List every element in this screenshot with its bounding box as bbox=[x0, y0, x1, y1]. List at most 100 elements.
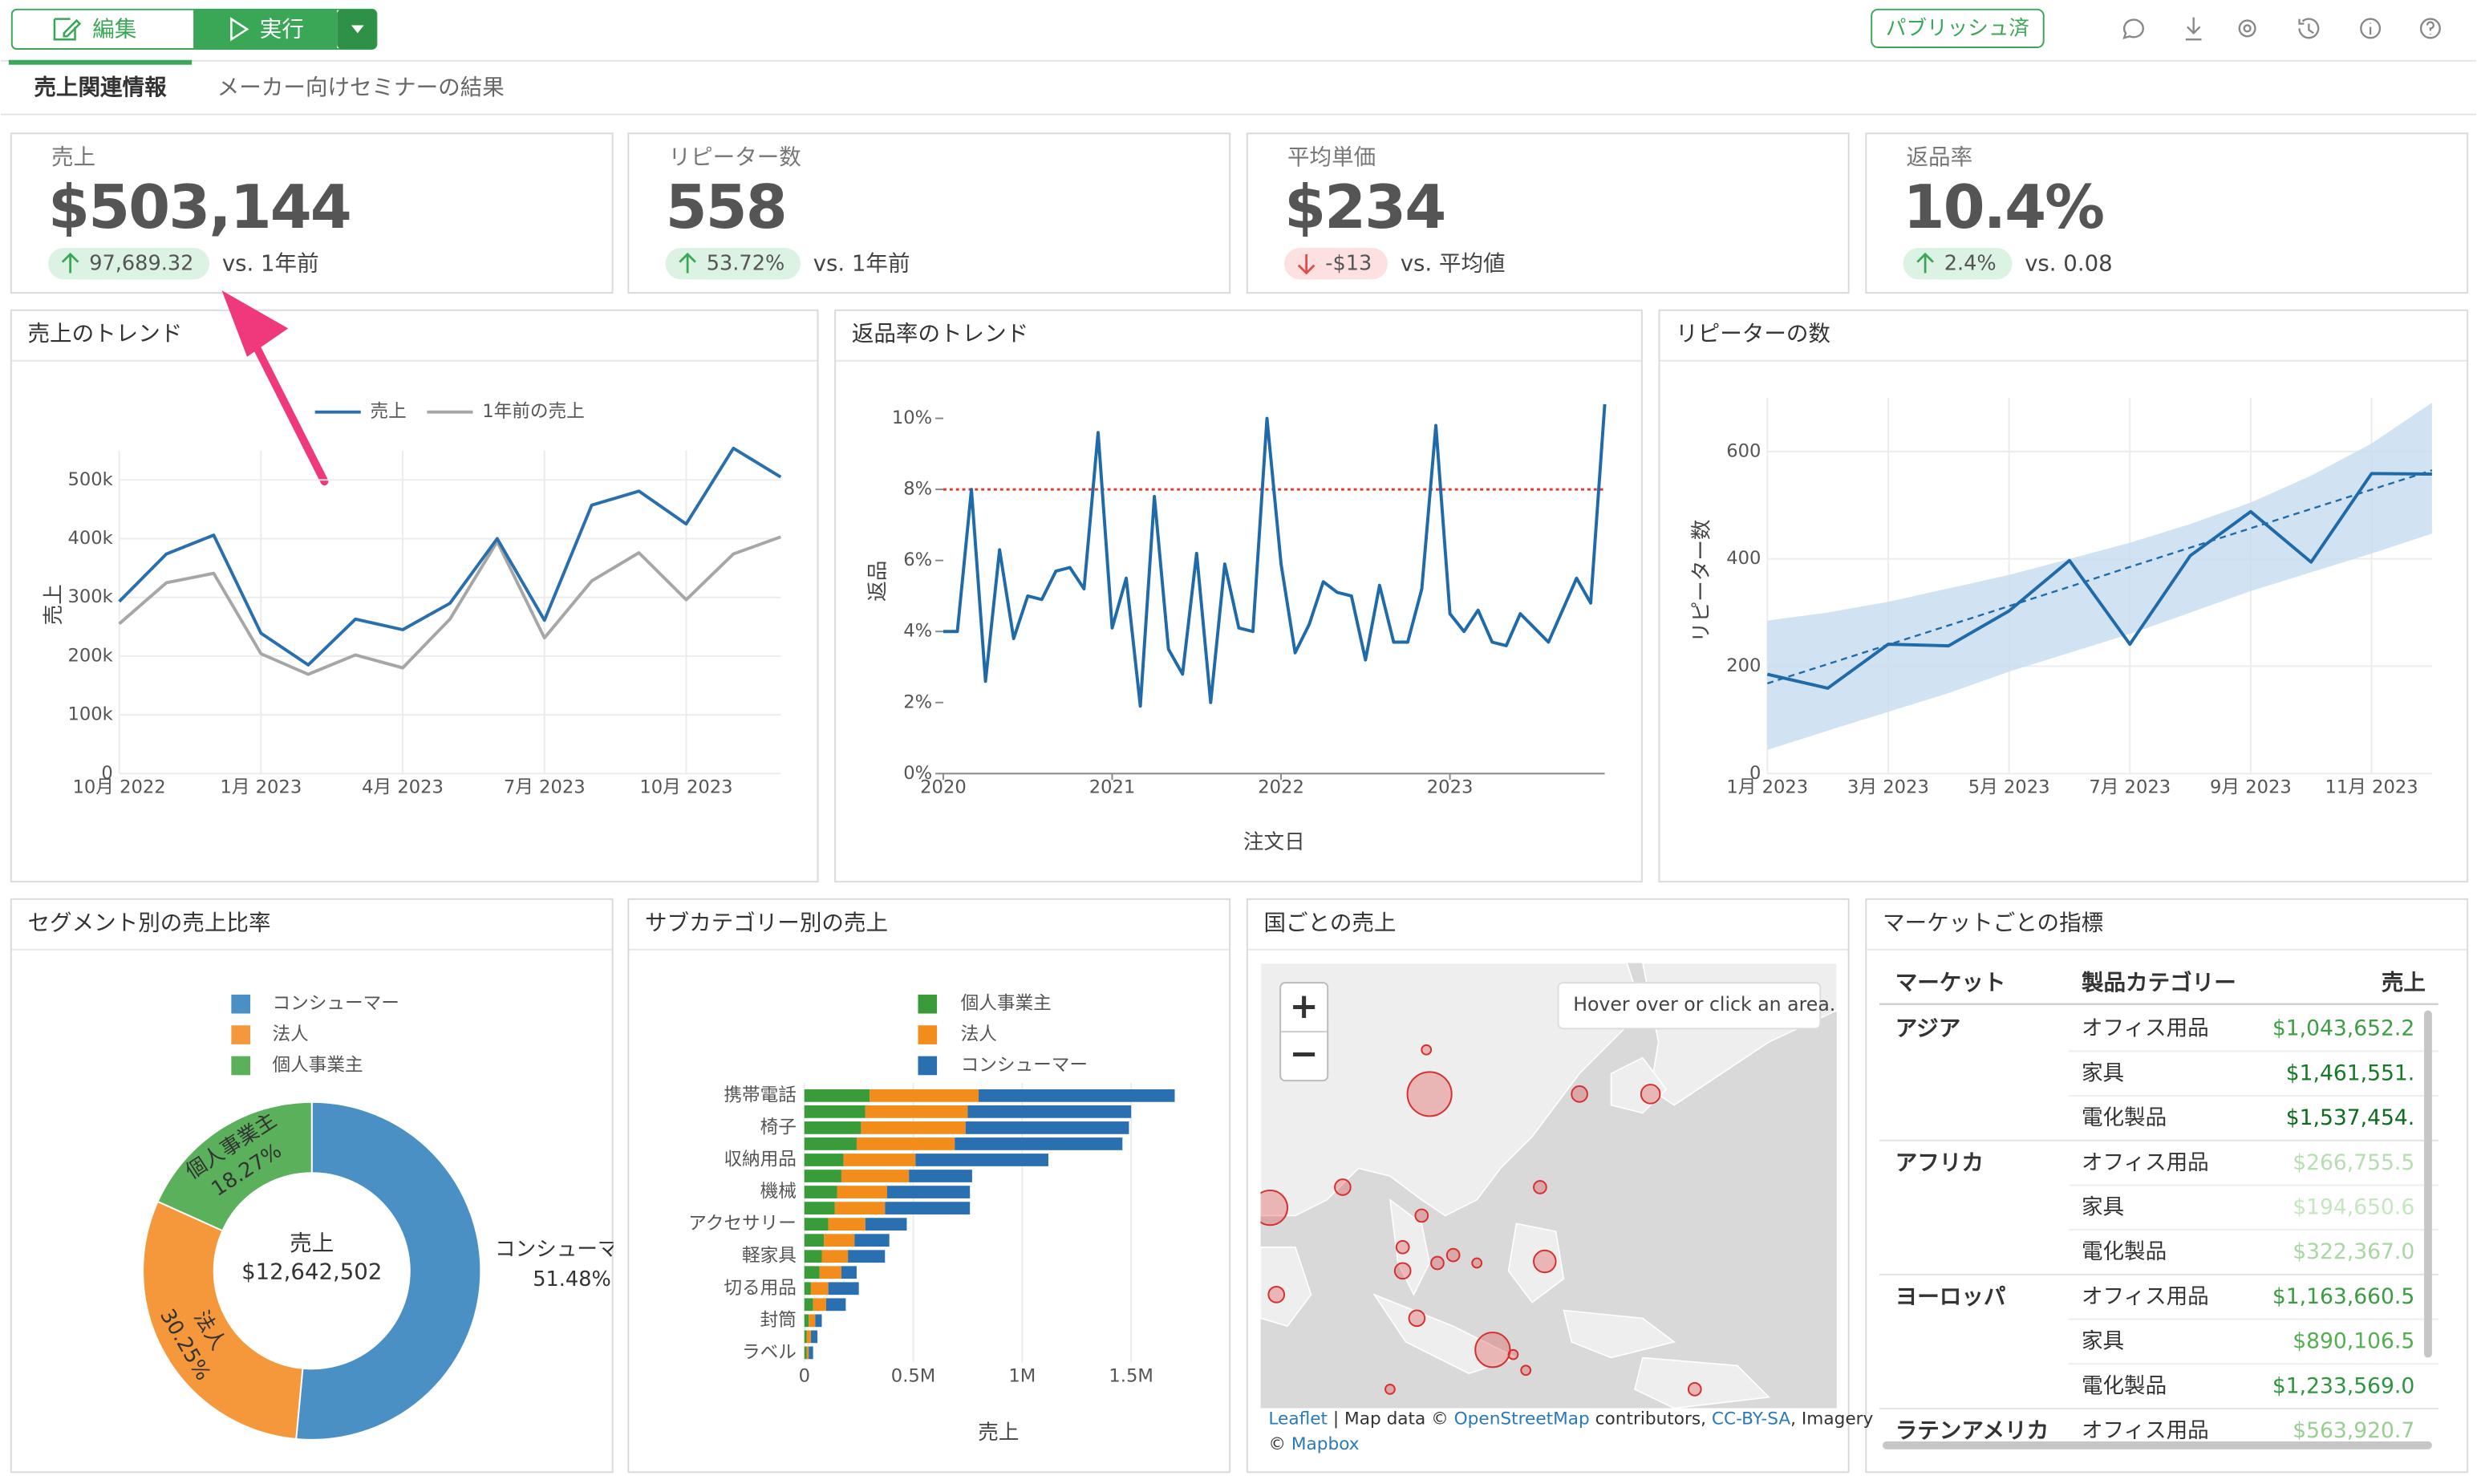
y-tick-label: 携帯電話 bbox=[724, 1085, 797, 1105]
bar-segment bbox=[809, 1346, 813, 1360]
bar-segment bbox=[825, 1298, 846, 1312]
map-markers bbox=[1260, 1044, 1702, 1397]
bar-segment bbox=[804, 1314, 809, 1328]
x-tick-label: 2023 bbox=[1427, 777, 1474, 798]
bar-segment bbox=[841, 1170, 910, 1182]
bar-segment bbox=[810, 1282, 829, 1295]
bar-segment bbox=[915, 1154, 1048, 1166]
panel-title: サブカテゴリー別の売上 bbox=[645, 910, 888, 935]
bar-segment bbox=[909, 1170, 972, 1182]
x-tick-label: 7月 2023 bbox=[504, 777, 586, 798]
legend-label: 個人事業主 bbox=[961, 993, 1052, 1014]
kpi-label: 売上 bbox=[51, 144, 95, 170]
help-glyph bbox=[2426, 21, 2434, 35]
y-tick-label: 400k bbox=[67, 528, 113, 549]
kpi-value: 10.4% bbox=[1903, 172, 2104, 242]
x-tick-label: 0 bbox=[799, 1366, 810, 1387]
delta-arrow bbox=[1297, 253, 1316, 275]
x-tick-label: 11月 2023 bbox=[2325, 777, 2418, 798]
x-tick-label: 1M bbox=[1008, 1366, 1036, 1387]
y-tick-label: 400 bbox=[1726, 548, 1761, 569]
dropdown-caret bbox=[351, 25, 364, 34]
bar-segment bbox=[804, 1202, 835, 1214]
attribution-link[interactable]: Mapbox bbox=[1291, 1434, 1360, 1454]
legend-label: コンシューマー bbox=[961, 1055, 1088, 1076]
y-tick-label: 300k bbox=[67, 586, 113, 607]
zoom-in[interactable]: + bbox=[1290, 987, 1319, 1027]
bar-segment bbox=[804, 1154, 844, 1166]
edit-label: 編集 bbox=[92, 16, 136, 42]
category-cell: オフィス用品 bbox=[2082, 1284, 2209, 1309]
donut-segment bbox=[142, 1200, 304, 1441]
bar-segment bbox=[804, 1089, 870, 1102]
delta-value: 2.4% bbox=[1944, 252, 1997, 276]
x-tick-label: 2021 bbox=[1089, 777, 1136, 798]
delta-arrow bbox=[61, 252, 79, 274]
attribution-link[interactable]: Leaflet bbox=[1268, 1409, 1328, 1429]
history-icon[interactable] bbox=[2298, 18, 2320, 39]
run-button[interactable] bbox=[193, 9, 338, 50]
info-icon[interactable] bbox=[2360, 18, 2382, 39]
tab[interactable]: メーカー向けセミナーの結果 bbox=[217, 75, 505, 100]
category-cell: 電化製品 bbox=[2082, 1373, 2167, 1398]
legend-swatch bbox=[231, 1025, 250, 1044]
active-tab-indicator bbox=[8, 59, 193, 65]
segment-value: 51.48% bbox=[533, 1267, 611, 1291]
y-tick-label: アクセサリー bbox=[688, 1214, 797, 1235]
y-tick-label: 4% bbox=[903, 621, 932, 642]
settings-icon[interactable] bbox=[2238, 19, 2256, 38]
help-icon[interactable] bbox=[2419, 18, 2441, 39]
column-header: 売上 bbox=[2382, 970, 2426, 995]
edit-icon bbox=[53, 18, 82, 41]
x-axis-title: 売上 bbox=[978, 1421, 1019, 1445]
legend-label: 法人 bbox=[961, 1024, 997, 1045]
x-tick-label: 1.5M bbox=[1109, 1366, 1153, 1387]
donut-center-label: 売上 bbox=[290, 1231, 334, 1256]
attribution-link[interactable]: CC-BY-SA bbox=[1712, 1409, 1790, 1429]
legend-swatch bbox=[918, 1056, 938, 1076]
kpi-value: 558 bbox=[666, 172, 786, 242]
zoom-out[interactable]: − bbox=[1290, 1034, 1319, 1074]
y-tick-label: 0 bbox=[1749, 763, 1761, 784]
column-header: 製品カテゴリー bbox=[2082, 970, 2236, 995]
bar-segment bbox=[804, 1218, 829, 1231]
y-tick-label: 8% bbox=[903, 479, 932, 500]
y-tick-label: 500k bbox=[67, 469, 113, 490]
delta-badge bbox=[1903, 247, 2013, 280]
horizontal-scrollbar bbox=[1882, 1441, 2432, 1450]
kpi-label: リピーター数 bbox=[669, 144, 801, 170]
y-tick-label: 軽家具 bbox=[742, 1246, 797, 1267]
attribution-line: Leaflet | Map data © OpenStreetMap contr… bbox=[1268, 1409, 1873, 1429]
y-axis-title: 返品 bbox=[866, 561, 890, 602]
comment-icon[interactable] bbox=[2122, 18, 2144, 39]
legend-swatch bbox=[918, 994, 938, 1014]
sales-cell: $1,233,569.0 bbox=[2272, 1373, 2414, 1398]
bar-segment bbox=[804, 1234, 825, 1247]
sales-cell: $1,461,551. bbox=[2286, 1060, 2414, 1085]
attribution-link[interactable]: OpenStreetMap bbox=[1454, 1409, 1590, 1429]
segment-chart: コンシューマー51.48%コンシューマー法人30.25%法人個人事業主18.27… bbox=[142, 993, 614, 1441]
settings-icon-center bbox=[2243, 24, 2252, 33]
kpi-value: $234 bbox=[1284, 172, 1445, 242]
panel-title: マーケットごとの指標 bbox=[1883, 910, 2103, 935]
column-header: マーケット bbox=[1895, 970, 2006, 995]
category-cell: 電化製品 bbox=[2082, 1239, 2167, 1264]
tab-active[interactable]: 売上関連情報 bbox=[34, 75, 167, 100]
donut-center-value: $12,642,502 bbox=[241, 1259, 382, 1284]
bar-segment bbox=[955, 1137, 1123, 1150]
map[interactable]: + − Hover over or click an area. bbox=[1253, 963, 1837, 1409]
run-label: 実行 bbox=[260, 16, 304, 42]
x-tick-label: 2020 bbox=[920, 777, 967, 798]
bar-segment bbox=[819, 1266, 841, 1279]
donut-segment bbox=[295, 1101, 482, 1441]
kpi-value: $503,144 bbox=[48, 172, 351, 242]
y-tick-label: 封筒 bbox=[760, 1310, 797, 1331]
bar-segment bbox=[804, 1346, 807, 1360]
panel-title: 売上のトレンド bbox=[27, 321, 182, 347]
download-icon[interactable] bbox=[2185, 17, 2202, 41]
x-tick-label: 2022 bbox=[1258, 777, 1304, 798]
publish-button[interactable] bbox=[1871, 8, 2045, 49]
data-line bbox=[943, 403, 1607, 708]
